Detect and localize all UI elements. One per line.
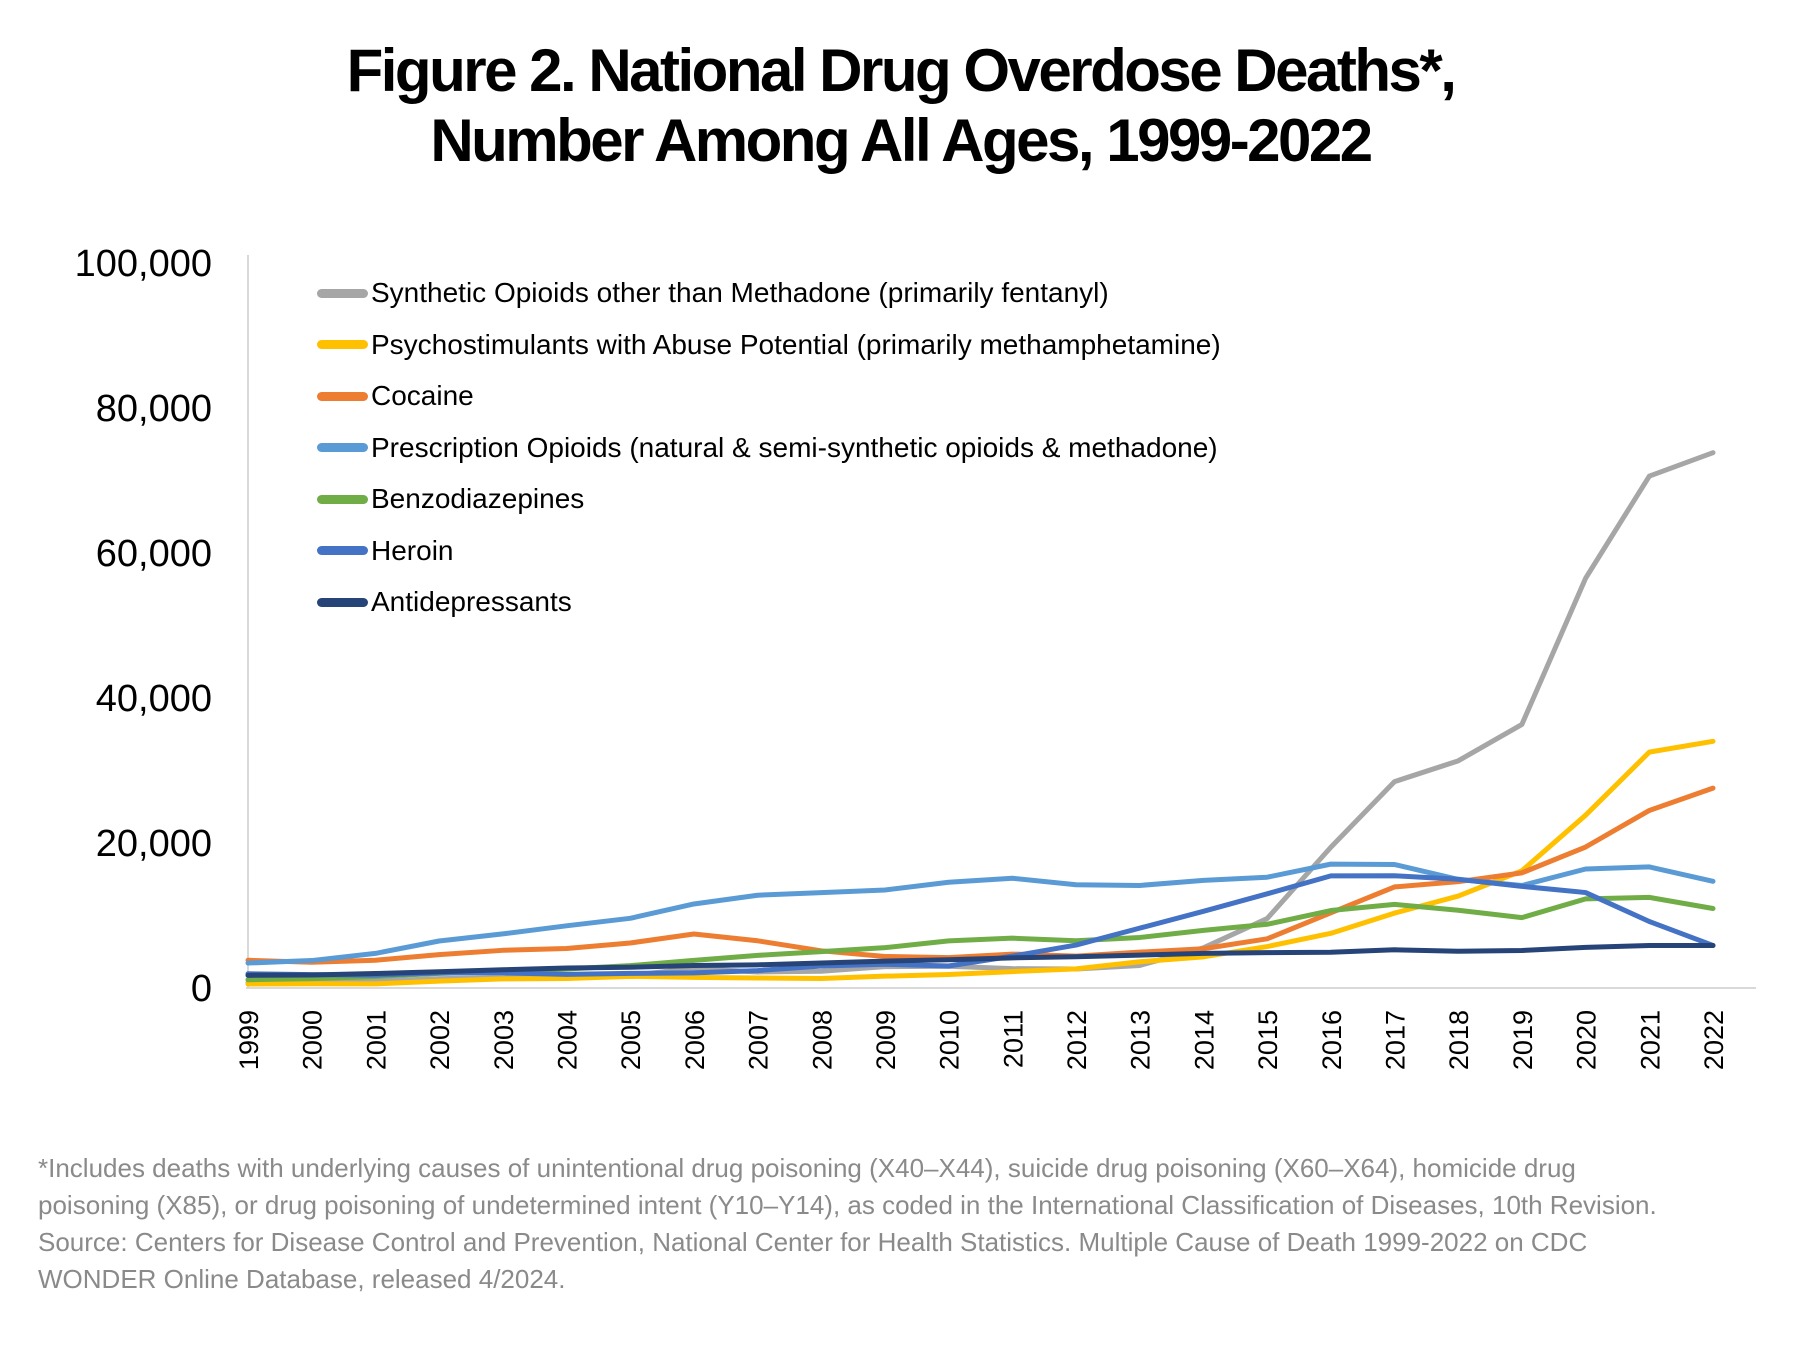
legend-label-antidepressants: Antidepressants <box>371 586 572 617</box>
legend-swatch-cocaine <box>317 391 368 401</box>
legend-item-prescription-opioids: Prescription Opioids (natural & semi-syn… <box>317 432 1218 464</box>
chart-title-line1: Figure 2. National Drug Overdose Deaths*… <box>346 37 1457 104</box>
x-tick-label: 2020 <box>1572 1010 1602 1070</box>
x-tick-label: 2004 <box>552 1010 582 1070</box>
y-tick-label: 40,000 <box>96 678 212 720</box>
y-tick-label: 80,000 <box>96 388 212 430</box>
x-tick-label: 2006 <box>680 1010 710 1070</box>
series-line-psychostimulants <box>245 738 1716 987</box>
legend-label-benzodiazepines: Benzodiazepines <box>371 483 585 514</box>
x-tick-label: 2016 <box>1317 1010 1347 1070</box>
legend-swatch-prescription-opioids <box>317 443 368 452</box>
series-line-antidepressants <box>245 942 1716 978</box>
legend-label-heroin: Heroin <box>371 534 454 566</box>
legend-swatch-antidepressants <box>317 597 368 607</box>
legend-item-psychostimulants: Psychostimulants with Abuse Potential (p… <box>317 329 1221 361</box>
legend-label-cocaine: Cocaine <box>371 380 474 411</box>
x-tick-label: 2015 <box>1253 1010 1283 1070</box>
x-tick-label: 2012 <box>1062 1010 1092 1070</box>
x-tick-label: 2008 <box>807 1010 837 1070</box>
x-tick-label: 2005 <box>616 1010 646 1070</box>
legend-swatch-benzodiazepines <box>317 494 368 504</box>
y-tick-label: 20,000 <box>96 823 212 865</box>
legend-item-synthetic-opioids: Synthetic Opioids other than Methadone (… <box>317 277 1109 309</box>
chart-title: Figure 2. National Drug Overdose Deaths*… <box>0 36 1801 176</box>
x-tick-label: 2013 <box>1126 1010 1156 1070</box>
legend-swatch-psychostimulants <box>317 340 368 349</box>
legend-item-benzodiazepines: Benzodiazepines <box>317 483 584 515</box>
footnote-line2: poisoning (X85), or drug poisoning of un… <box>38 1190 1657 1220</box>
x-tick-label: 2021 <box>1635 1010 1665 1070</box>
x-tick-label: 2009 <box>871 1010 901 1070</box>
y-tick-label: 60,000 <box>96 533 212 575</box>
x-tick-label: 2007 <box>744 1010 774 1070</box>
chart-title-line2: Number Among All Ages, 1999-2022 <box>430 107 1373 174</box>
series-line-synthetic-opioids <box>245 450 1716 986</box>
footnote-line1: *Includes deaths with underlying causes … <box>38 1153 1576 1183</box>
legend-swatch-synthetic-opioids <box>317 288 368 298</box>
x-tick-label: 2000 <box>298 1010 328 1070</box>
x-tick-label: 2017 <box>1381 1010 1411 1070</box>
legend-label-prescription-opioids: Prescription Opioids (natural & semi-syn… <box>371 431 1218 463</box>
x-tick-label: 2002 <box>425 1010 455 1070</box>
footnote: *Includes deaths with underlying causes … <box>38 1150 1778 1298</box>
legend-swatch-heroin <box>317 546 368 555</box>
footnote-line3: Source: Centers for Disease Control and … <box>38 1227 1588 1257</box>
footnote-line4: WONDER Online Database, released 4/2024. <box>38 1264 566 1294</box>
legend-item-heroin: Heroin <box>317 535 453 567</box>
legend-item-cocaine: Cocaine <box>317 380 474 412</box>
x-tick-label: 2011 <box>998 1010 1028 1068</box>
legend-item-antidepressants: Antidepressants <box>317 586 572 618</box>
y-tick-label: 0 <box>191 968 212 1010</box>
x-tick-label: 2001 <box>361 1010 391 1070</box>
x-tick-label: 2019 <box>1508 1010 1538 1070</box>
x-tick-label: 2010 <box>935 1010 965 1070</box>
x-tick-label: 2018 <box>1444 1010 1474 1070</box>
legend-label-psychostimulants: Psychostimulants with Abuse Potential (p… <box>371 328 1221 360</box>
x-tick-label: 2003 <box>489 1010 519 1070</box>
x-tick-label: 2014 <box>1189 1010 1219 1070</box>
y-tick-label: 100,000 <box>75 243 212 285</box>
legend-label-synthetic-opioids: Synthetic Opioids other than Methadone (… <box>371 277 1109 308</box>
x-tick-label: 2022 <box>1699 1010 1729 1070</box>
x-tick-label: 1999 <box>234 1010 264 1070</box>
